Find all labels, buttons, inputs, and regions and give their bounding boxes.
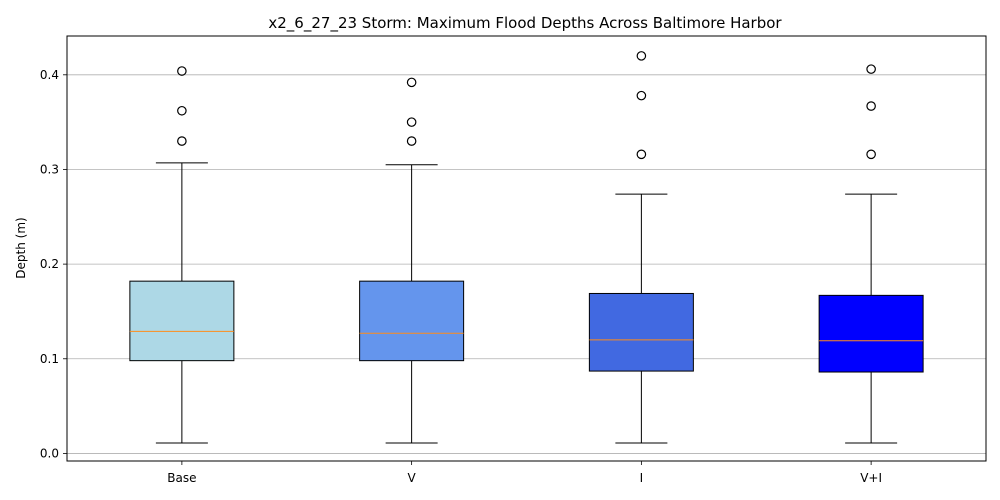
- box-v: [359, 77, 465, 444]
- y-axis: 0.0 0.1 0.2 0.3 0.4: [40, 68, 67, 460]
- x-tick-label: V: [408, 471, 417, 485]
- y-axis-label: Depth (m): [14, 217, 28, 278]
- outlier-point: [406, 136, 417, 146]
- iqr-box: [359, 280, 465, 362]
- x-axis: Base V I V+I: [167, 461, 882, 485]
- y-tick-label: 0.3: [40, 162, 59, 176]
- outlier-point: [406, 77, 417, 88]
- outlier-point: [177, 136, 187, 146]
- box-base: [129, 66, 235, 444]
- y-tick-label: 0.0: [40, 446, 59, 460]
- x-tick-label: V+I: [860, 471, 882, 485]
- box-i: [588, 51, 694, 444]
- box-v-i: [818, 64, 924, 444]
- iqr-box: [129, 280, 235, 362]
- y-tick-label: 0.4: [40, 68, 59, 82]
- chart-title: x2_6_27_23 Storm: Maximum Flood Depths A…: [268, 14, 782, 33]
- x-tick-label: I: [640, 471, 644, 485]
- box-series: [129, 51, 924, 444]
- outlier-point: [636, 90, 647, 101]
- outlier-point: [177, 105, 187, 116]
- outlier-point: [177, 66, 187, 76]
- plot-frame: [66, 35, 987, 462]
- y-gridlines: [67, 74, 986, 454]
- y-tick-label: 0.1: [40, 352, 59, 366]
- outlier-point: [636, 51, 647, 61]
- iqr-box: [818, 294, 924, 373]
- x-tick-label: Base: [167, 471, 196, 485]
- outlier-point: [866, 149, 876, 160]
- outlier-point: [866, 101, 876, 111]
- outlier-point: [636, 149, 647, 160]
- iqr-box: [588, 292, 694, 372]
- y-tick-label: 0.2: [40, 257, 59, 271]
- outlier-point: [866, 64, 876, 74]
- outlier-point: [406, 117, 417, 127]
